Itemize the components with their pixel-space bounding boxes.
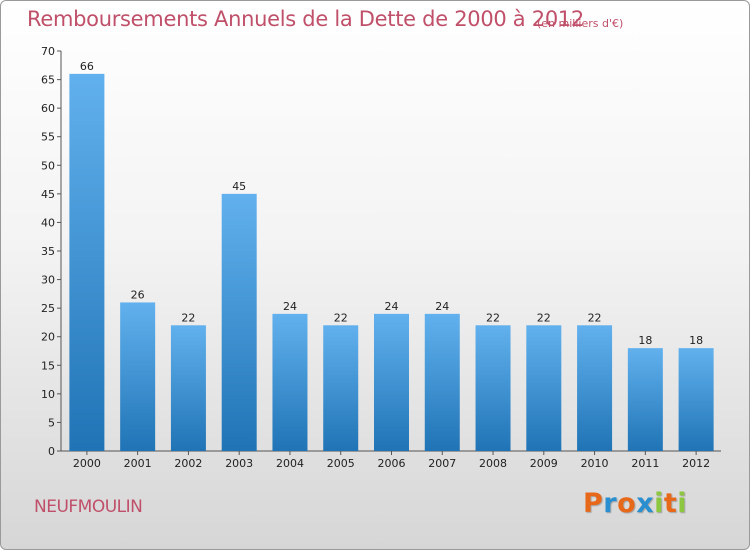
data-label: 18 <box>689 334 703 347</box>
logo-letter: t <box>663 488 678 519</box>
data-label: 45 <box>232 180 246 193</box>
x-tick-label: 2010 <box>581 457 609 470</box>
y-tick-label: 20 <box>41 331 55 344</box>
data-label: 26 <box>131 288 145 301</box>
y-tick-label: 60 <box>41 102 55 115</box>
proxiti-logo[interactable]: Proxiti <box>583 488 687 519</box>
bar-2012[interactable] <box>678 348 714 451</box>
x-tick-label: 2000 <box>73 457 101 470</box>
bar-2004[interactable] <box>272 313 308 451</box>
y-tick-label: 70 <box>41 45 55 58</box>
data-label: 22 <box>588 311 602 324</box>
chart-title: Remboursements Annuels de la Dette de 20… <box>27 7 584 31</box>
logo-letter: o <box>617 488 637 519</box>
x-tick-label: 2005 <box>327 457 355 470</box>
data-label: 22 <box>334 311 348 324</box>
x-tick-label: 2006 <box>378 457 406 470</box>
x-tick-label: 2004 <box>276 457 304 470</box>
x-tick-label: 2001 <box>124 457 152 470</box>
y-tick-label: 30 <box>41 274 55 287</box>
logo-letter: i <box>677 488 688 519</box>
bar-2007[interactable] <box>424 313 460 451</box>
logo-letter: P <box>583 488 604 519</box>
data-labels: 66 26 22 45 24 22 24 24 22 22 22 18 18 <box>80 60 703 347</box>
bar-2003[interactable] <box>221 193 257 451</box>
bar-2008[interactable] <box>475 325 511 451</box>
x-tick-label: 2012 <box>682 457 710 470</box>
bar-2005[interactable] <box>323 325 359 451</box>
logo-letter: r <box>603 488 618 519</box>
x-tick-label: 2008 <box>479 457 507 470</box>
y-axis: 0 5 10 15 20 25 30 35 40 45 50 55 60 65 70 <box>41 45 62 458</box>
bar-2001[interactable] <box>120 302 156 451</box>
y-tick-label: 10 <box>41 388 55 401</box>
y-tick-label: 40 <box>41 216 55 229</box>
bar-2000[interactable] <box>69 73 105 451</box>
bar-2010[interactable] <box>577 325 613 451</box>
x-axis: 2000 2001 2002 2003 2004 2005 2006 2007 2008 2009… <box>61 450 721 470</box>
y-tick-label: 55 <box>41 131 55 144</box>
chart-subtitle: (en milliers d'€) <box>537 17 624 30</box>
y-tick-label: 15 <box>41 359 55 372</box>
y-tick-label: 25 <box>41 302 55 315</box>
y-tick-label: 0 <box>48 445 55 458</box>
x-tick-label: 2007 <box>428 457 456 470</box>
y-tick-label: 45 <box>41 188 55 201</box>
x-tick-label: 2011 <box>631 457 659 470</box>
y-tick-label: 50 <box>41 159 55 172</box>
bar-2009[interactable] <box>526 325 562 451</box>
y-tick-label: 65 <box>41 74 55 87</box>
x-tick-label: 2002 <box>174 457 202 470</box>
bar-2006[interactable] <box>374 313 409 451</box>
logo-letter: i <box>654 488 664 519</box>
data-label: 24 <box>283 300 297 313</box>
data-label: 22 <box>181 311 195 324</box>
x-tick-label: 2009 <box>530 457 558 470</box>
bars <box>69 73 714 451</box>
x-tick-label: 2003 <box>225 457 253 470</box>
bar-2011[interactable] <box>627 348 663 451</box>
data-label: 66 <box>80 60 94 73</box>
bar-2002[interactable] <box>170 325 206 451</box>
y-tick-label: 5 <box>48 416 55 429</box>
data-label: 22 <box>486 311 500 324</box>
data-label: 22 <box>537 311 551 324</box>
data-label: 24 <box>435 300 449 313</box>
commune-name: NEUFMOULIN <box>34 497 143 517</box>
data-label: 18 <box>638 334 652 347</box>
data-label: 24 <box>385 300 399 313</box>
y-tick-label: 35 <box>41 245 55 258</box>
logo-letter: x <box>636 488 655 519</box>
